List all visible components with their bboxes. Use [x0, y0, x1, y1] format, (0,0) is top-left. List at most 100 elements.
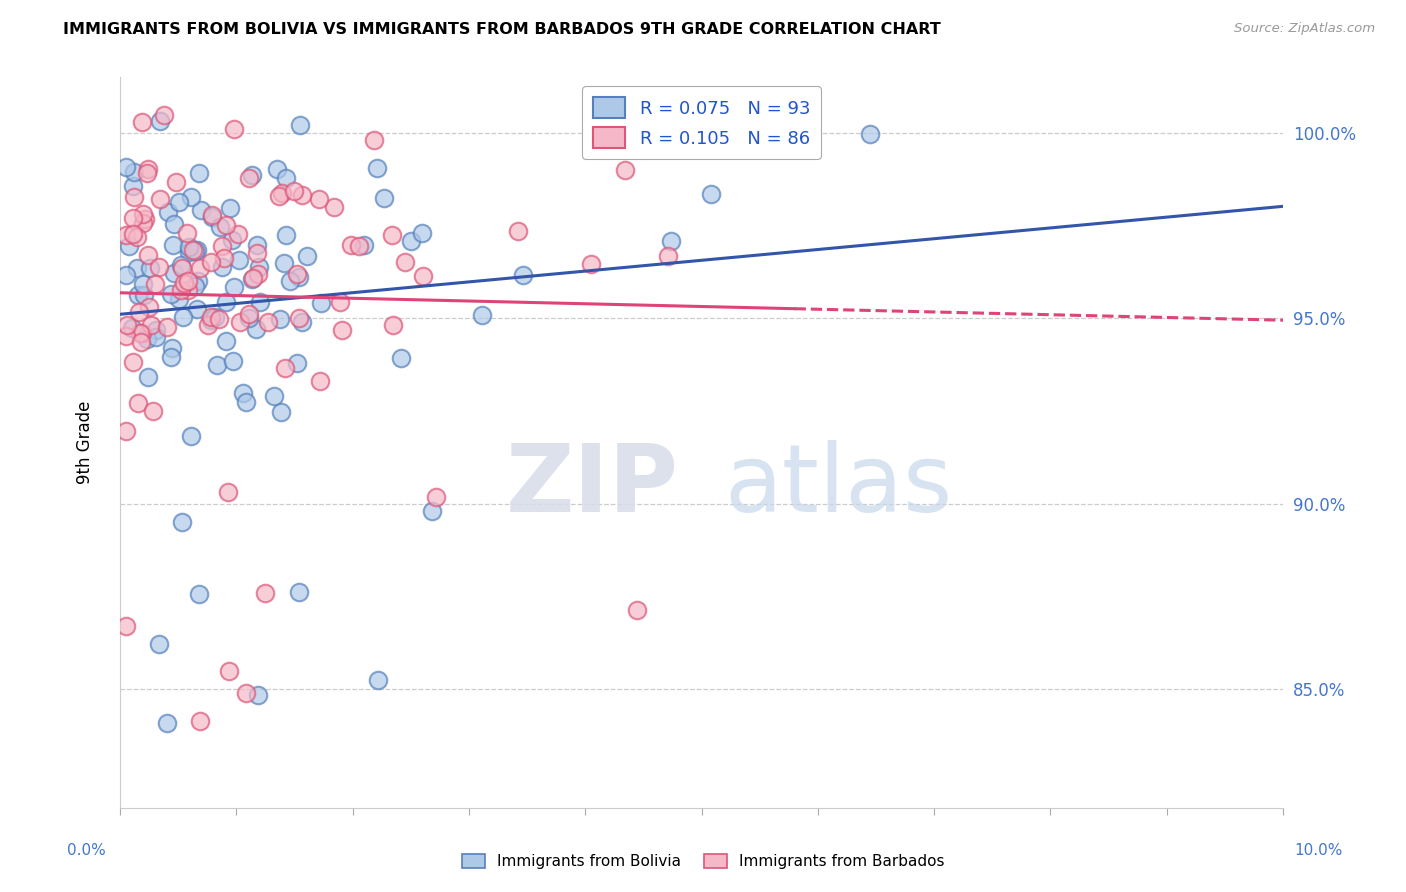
Point [242, 272, 264, 286]
Text: ZIP: ZIP [505, 441, 678, 533]
Point [114, 424, 136, 438]
Point [412, 269, 434, 284]
Point [128, 305, 150, 319]
Point [163, 266, 186, 280]
Point [188, 587, 211, 601]
Point [139, 260, 162, 275]
Point [129, 326, 152, 340]
Point [131, 215, 153, 229]
Point [200, 310, 222, 325]
Point [162, 217, 184, 231]
Point [249, 295, 271, 310]
Point [311, 296, 333, 310]
Point [127, 396, 149, 410]
Point [246, 267, 269, 281]
Point [512, 268, 534, 282]
Point [221, 233, 243, 247]
Point [222, 121, 245, 136]
Point [242, 271, 264, 285]
Point [205, 359, 228, 373]
Point [246, 688, 269, 702]
Point [269, 312, 291, 326]
Point [508, 224, 530, 238]
Text: 10.0%: 10.0% [1295, 843, 1343, 858]
Point [288, 270, 311, 285]
Point [247, 260, 270, 274]
Point [353, 237, 375, 252]
Legend: Immigrants from Bolivia, Immigrants from Barbados: Immigrants from Bolivia, Immigrants from… [456, 848, 950, 875]
Point [156, 320, 179, 334]
Point [149, 114, 172, 128]
Point [288, 118, 311, 132]
Point [200, 255, 222, 269]
Point [134, 212, 156, 227]
Point [132, 206, 155, 220]
Point [235, 685, 257, 699]
Point [425, 490, 447, 504]
Point [177, 240, 200, 254]
Point [177, 283, 200, 297]
Point [308, 192, 330, 206]
Point [380, 228, 402, 243]
Point [219, 202, 242, 216]
Point [131, 326, 153, 341]
Point [291, 314, 314, 328]
Point [136, 166, 159, 180]
Point [274, 360, 297, 375]
Point [148, 260, 170, 274]
Point [127, 288, 149, 302]
Point [136, 370, 159, 384]
Point [132, 277, 155, 291]
Point [271, 186, 294, 200]
Point [188, 260, 211, 275]
Point [291, 188, 314, 202]
Point [197, 318, 219, 332]
Point [218, 664, 240, 678]
Point [278, 274, 301, 288]
Point [142, 403, 165, 417]
Point [122, 227, 145, 241]
Point [322, 200, 344, 214]
Point [581, 257, 603, 271]
Point [411, 226, 433, 240]
Point [700, 187, 723, 202]
Point [165, 175, 187, 189]
Point [657, 249, 679, 263]
Point [131, 334, 153, 349]
Point [177, 274, 200, 288]
Point [131, 115, 153, 129]
Point [138, 300, 160, 314]
Legend: R = 0.075   N = 93, R = 0.105   N = 86: R = 0.075 N = 93, R = 0.105 N = 86 [582, 87, 821, 159]
Point [173, 276, 195, 290]
Point [208, 219, 231, 234]
Point [170, 515, 193, 529]
Point [127, 230, 149, 244]
Point [115, 268, 138, 282]
Point [122, 190, 145, 204]
Point [200, 313, 222, 327]
Point [159, 287, 181, 301]
Point [389, 351, 412, 366]
Point [181, 243, 204, 257]
Point [245, 322, 267, 336]
Point [208, 312, 231, 326]
Point [399, 234, 422, 248]
Point [394, 255, 416, 269]
Point [232, 386, 254, 401]
Point [162, 238, 184, 252]
Point [246, 238, 269, 252]
Y-axis label: 9th Grade: 9th Grade [76, 401, 94, 484]
Point [238, 170, 260, 185]
Point [117, 239, 139, 253]
Point [329, 295, 352, 310]
Point [287, 356, 309, 370]
Point [167, 292, 190, 306]
Point [211, 239, 233, 253]
Point [136, 162, 159, 177]
Point [172, 261, 194, 276]
Point [201, 210, 224, 224]
Point [367, 673, 389, 688]
Point [122, 165, 145, 179]
Point [190, 202, 212, 217]
Point [471, 308, 494, 322]
